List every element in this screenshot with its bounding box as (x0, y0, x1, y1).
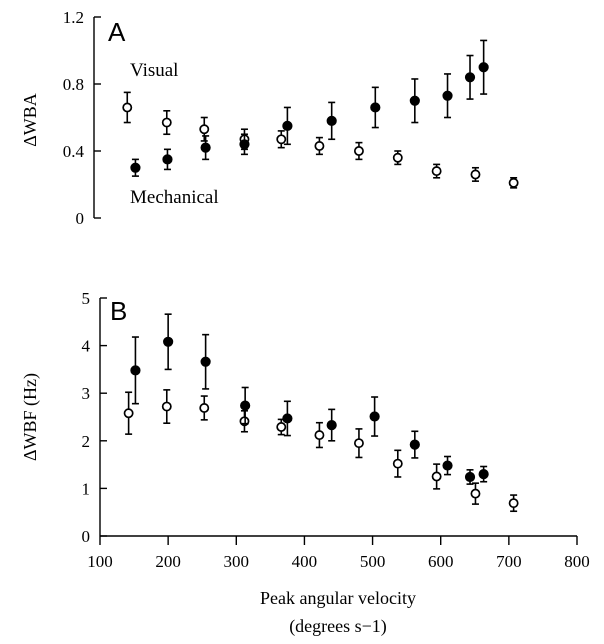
panel-a-open-point (122, 102, 133, 113)
panel-b-open-point (161, 401, 172, 412)
panel-b-filled-point (326, 419, 337, 431)
panel-b-filled-point (409, 439, 420, 450)
panel-b-xtick-label: 700 (496, 552, 522, 571)
panel-b-plot-area (123, 313, 519, 513)
panel-a-filled-point (282, 120, 293, 131)
panel-a: 1.2 0.8 0.4 0 ΔWBA A Visual Mechanical (20, 8, 519, 228)
panel-a-open-point (392, 152, 403, 163)
panel-a-y-ticks (94, 16, 101, 219)
panel-b-xtick-label: 400 (292, 552, 318, 571)
panel-b-filled-point (478, 469, 489, 480)
panel-b-filled-point (240, 400, 251, 411)
panel-b-ytick-label: 2 (82, 432, 91, 451)
panel-a-ytick-label: 1.2 (63, 8, 84, 27)
panel-a-open-point (199, 124, 210, 135)
panel-a-filled-point (409, 95, 420, 106)
panel-b-filled-point (130, 365, 141, 376)
panel-b-open-point (392, 458, 403, 469)
x-axis-label: Peak angular velocity (260, 588, 416, 608)
panel-a-filled-point (370, 102, 381, 113)
panel-b-open-point (470, 488, 481, 499)
panel-b-open-point (123, 408, 134, 419)
panel-b-ytick-label: 5 (82, 289, 91, 308)
panel-a-plot-area (122, 39, 519, 189)
panel-b-open-point (199, 403, 210, 413)
panel-b-ytick-label: 0 (82, 527, 91, 546)
panel-b-filled-point (464, 471, 476, 483)
panel-a-y-label: ΔWBA (20, 93, 40, 147)
annotation-mechanical: Mechanical (130, 187, 219, 208)
panel-a-filled-point (464, 72, 476, 83)
panel-b-letter: B (110, 296, 127, 326)
panel-b-filled-point (282, 413, 293, 424)
panel-b-filled-point (163, 336, 174, 347)
panel-b-xtick-label: 300 (224, 552, 250, 571)
panel-b-y-ticks (100, 297, 107, 537)
panel-b-y-label: ΔWBF (Hz) (20, 373, 41, 461)
panel-a-open-point (353, 146, 364, 156)
panel-b-open-point (508, 498, 519, 509)
panel-a-filled-point (442, 90, 453, 101)
panel-b-xtick-label: 800 (564, 552, 590, 571)
panel-b-ytick-label: 3 (82, 384, 91, 403)
annotation-visual: Visual (130, 60, 178, 81)
panel-a-filled-point (478, 62, 489, 73)
panel-b-xtick-label: 600 (428, 552, 454, 571)
panel-b-open-point (431, 471, 442, 482)
panel-b-ytick-label: 1 (82, 479, 91, 498)
panel-a-filled-point (162, 154, 173, 165)
panel-b-xtick-label: 100 (87, 552, 113, 571)
panel-b: 0 1 2 3 4 5 100 200 300 400 500 600 700 … (20, 289, 590, 637)
panel-b-xtick-label: 500 (360, 552, 386, 571)
panel-a-filled-point (200, 142, 211, 153)
panel-a-filled-point (326, 115, 337, 126)
panel-a-open-point (314, 141, 325, 151)
panel-a-ytick-label: 0.8 (63, 75, 84, 94)
panel-a-open-point (431, 166, 442, 177)
panel-b-ytick-label: 4 (82, 337, 91, 356)
panel-b-filled-point (200, 356, 211, 367)
x-axis-units: (degrees s−1) (289, 616, 387, 637)
panel-a-letter: A (108, 17, 126, 47)
panel-a-filled-point (130, 162, 141, 173)
panel-a-open-point (161, 117, 172, 128)
panel-a-ytick-label: 0 (76, 209, 85, 228)
panel-b-open-point (353, 438, 364, 449)
panel-b-xtick-label: 200 (155, 552, 181, 571)
panel-b-open-point (314, 430, 325, 441)
panel-b-open-point (276, 422, 287, 432)
panel-a-ytick-label: 0.4 (63, 142, 85, 161)
panel-b-filled-point (369, 411, 380, 422)
panel-b-x-ticks (99, 536, 578, 545)
panel-a-open-point (470, 169, 481, 180)
panel-a-open-point (508, 177, 519, 188)
panel-a-open-point (276, 134, 287, 145)
panel-b-filled-point (442, 460, 453, 471)
panel-a-filled-point (239, 139, 250, 150)
